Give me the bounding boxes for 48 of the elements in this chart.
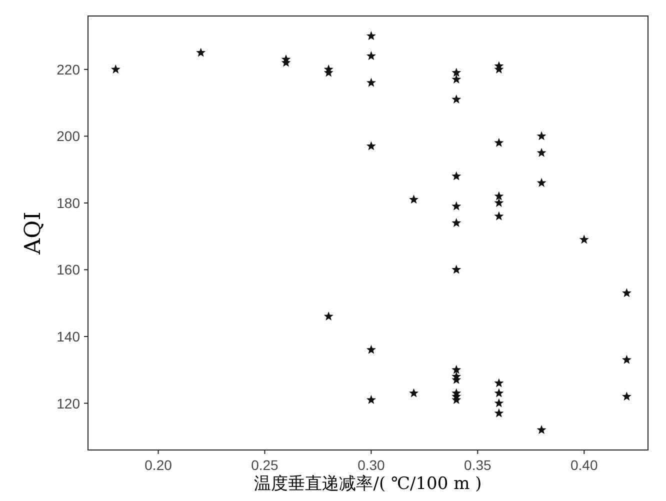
point [452, 68, 462, 77]
point [494, 378, 504, 388]
point [494, 198, 504, 207]
point [494, 388, 504, 398]
point [579, 234, 589, 244]
point [452, 171, 462, 180]
point [494, 191, 504, 200]
point [536, 178, 546, 187]
point [366, 31, 376, 40]
point [452, 364, 462, 374]
point [366, 141, 376, 150]
point [366, 78, 376, 87]
x-tick-label: 0.35 [464, 457, 492, 473]
point [452, 264, 462, 274]
point [409, 388, 419, 398]
x-tick-label: 0.40 [570, 457, 598, 473]
point [494, 408, 504, 418]
point [622, 392, 632, 401]
point [622, 354, 632, 364]
point [366, 51, 376, 60]
x-tick-label: 0.30 [358, 457, 386, 473]
x-axis-title: 温度垂直递减率/( ℃/100 m ) [254, 474, 482, 494]
point [536, 148, 546, 157]
y-tick-label: 140 [56, 328, 80, 344]
point [110, 64, 120, 74]
point [622, 288, 632, 298]
y-axis-title: AQI [21, 212, 46, 256]
point [196, 48, 206, 57]
y-tick-label: 200 [56, 128, 80, 144]
point [494, 138, 504, 147]
point [494, 398, 504, 408]
y-tick-label: 180 [56, 194, 80, 211]
x-tick-label: 0.20 [144, 457, 172, 473]
point [366, 344, 376, 354]
y-tick-label: 120 [56, 395, 80, 412]
y-tick-label: 160 [56, 262, 80, 278]
point [324, 311, 334, 321]
point [366, 394, 376, 404]
point [409, 194, 419, 204]
point [536, 424, 546, 434]
point [494, 211, 504, 220]
point [452, 94, 462, 104]
point [452, 201, 462, 210]
point [536, 131, 546, 140]
point [452, 218, 462, 228]
x-tick-label: 0.25 [251, 457, 279, 473]
point [452, 74, 462, 84]
y-tick-label: 220 [56, 61, 80, 78]
